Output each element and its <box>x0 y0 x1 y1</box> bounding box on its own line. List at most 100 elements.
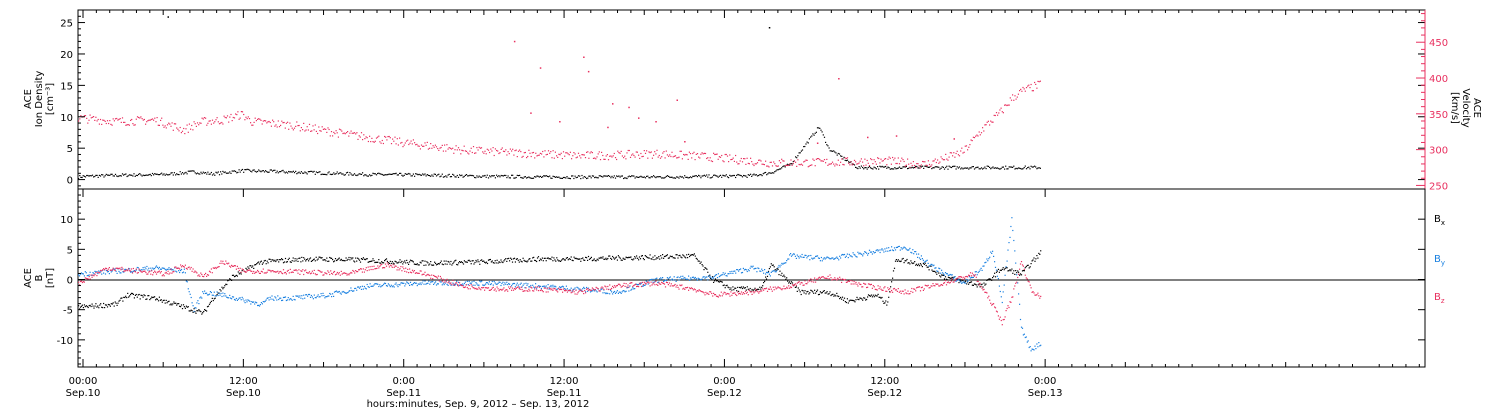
velocity-point <box>403 144 405 146</box>
bx-point <box>180 304 183 306</box>
by-point <box>373 284 375 286</box>
bx-point <box>737 286 739 288</box>
velocity-point <box>487 149 490 151</box>
by-point <box>369 283 371 285</box>
velocity-ylabel-line2: Velocity <box>1460 88 1471 127</box>
bz-point <box>370 268 372 271</box>
velocity-point <box>856 163 858 165</box>
bx-point <box>478 261 480 263</box>
velocity-point <box>499 152 501 154</box>
by-point <box>471 281 473 283</box>
bz-point <box>766 290 769 292</box>
bx-point <box>344 260 346 262</box>
by-point <box>273 299 275 301</box>
density-point <box>1001 166 1003 168</box>
bz-point <box>333 270 336 273</box>
by-point <box>526 284 528 286</box>
by-point <box>856 256 858 258</box>
density-ylabel-line1: ACE <box>23 89 34 109</box>
bx-point <box>505 258 507 260</box>
velocity-point <box>258 118 260 120</box>
bz-point <box>197 275 199 277</box>
velocity-point <box>266 122 268 124</box>
velocity-point <box>897 157 899 159</box>
bx-point <box>961 279 963 281</box>
bx-point <box>271 259 273 261</box>
velocity-point <box>397 144 399 146</box>
bz-point <box>600 287 602 289</box>
velocity-point <box>210 123 212 125</box>
bx-point <box>270 260 272 263</box>
density-point <box>130 174 132 176</box>
velocity-point <box>321 126 323 128</box>
bx-point <box>923 263 925 265</box>
bz-point <box>936 283 938 285</box>
density-point <box>176 173 178 175</box>
density-point <box>233 170 236 172</box>
bz-point <box>520 286 522 288</box>
density-point <box>138 173 140 175</box>
bz-point <box>529 290 531 292</box>
bz-point <box>956 277 958 280</box>
density-point <box>686 176 688 178</box>
bx-point <box>405 262 407 264</box>
by-point <box>849 255 851 257</box>
bz-point <box>596 287 598 289</box>
bz-point <box>367 266 369 268</box>
by-point <box>967 280 969 282</box>
velocity-point <box>328 128 330 131</box>
density-point <box>502 175 505 177</box>
velocity-point <box>409 142 411 144</box>
velocity-point <box>94 119 96 121</box>
bx-point <box>288 257 290 259</box>
density-point <box>238 169 240 171</box>
bz-point <box>905 292 907 294</box>
bx-point <box>940 276 942 278</box>
by-point <box>786 260 788 262</box>
by-point <box>346 292 348 294</box>
bx-point <box>745 289 747 291</box>
bz-point <box>536 286 539 288</box>
spike-point <box>539 67 542 69</box>
bz-point <box>433 274 435 277</box>
bz-point <box>934 285 936 287</box>
density-point <box>612 177 614 179</box>
bz-point <box>194 270 196 272</box>
density-point <box>322 173 324 175</box>
bz-point <box>1039 297 1041 299</box>
bx-point <box>476 261 478 263</box>
bx-point <box>915 264 917 266</box>
bz-point <box>145 271 147 274</box>
velocity-point <box>900 160 902 162</box>
by-point <box>804 254 806 256</box>
density-point <box>542 176 544 178</box>
density-point <box>745 175 747 177</box>
bz-point <box>167 270 169 272</box>
velocity-point <box>923 161 925 163</box>
density-point <box>386 174 388 176</box>
by-point <box>992 250 994 252</box>
density-point <box>1008 166 1010 168</box>
bx-point <box>452 262 454 265</box>
velocity-point <box>579 155 581 157</box>
bx-point <box>683 255 685 257</box>
bz-point <box>358 269 361 271</box>
velocity-point <box>865 164 867 166</box>
bz-point <box>514 288 516 290</box>
by-point <box>147 269 149 271</box>
density-point <box>695 175 697 177</box>
velocity-point <box>524 151 526 154</box>
velocity-point <box>168 122 170 124</box>
density-point <box>445 175 447 177</box>
by-point <box>738 270 740 272</box>
density-point <box>387 173 389 176</box>
bx-point <box>615 256 617 258</box>
bz-point <box>825 277 827 279</box>
by-point <box>933 264 935 266</box>
bz-point <box>379 265 381 267</box>
bx-point <box>562 258 565 260</box>
density-point <box>546 175 548 177</box>
by-point <box>103 272 105 274</box>
by-point <box>354 287 356 290</box>
bx-point <box>256 263 258 265</box>
